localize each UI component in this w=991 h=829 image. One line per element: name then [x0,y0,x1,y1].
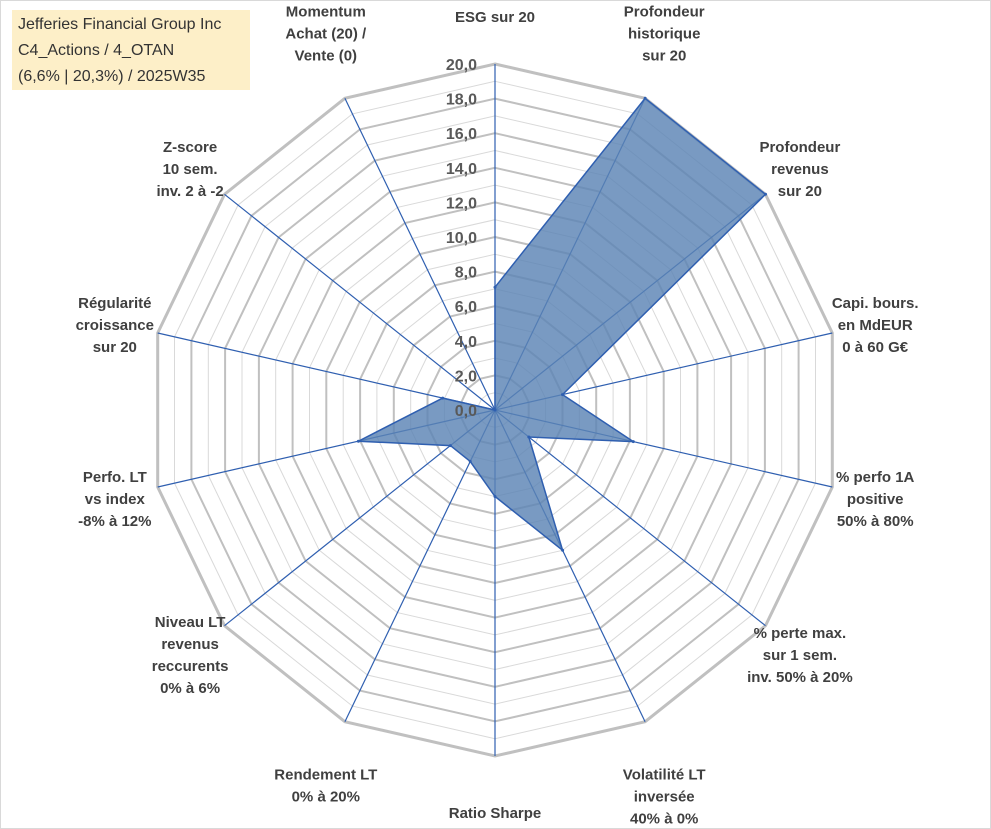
tick-label: 14,0 [446,161,477,178]
tick-label: 16,0 [446,126,477,143]
tick-label: 4,0 [455,334,477,351]
tick-label: 12,0 [446,195,477,212]
data-point [631,440,635,444]
data-point [493,495,497,498]
chart-title-box: Jefferies Financial Group Inc C4_Actions… [12,10,250,90]
axis-label: Rendement LT 0% à 20% [274,766,377,805]
data-point [764,192,767,196]
title-line-stats: (6,6% | 20,3%) / 2025W35 [18,68,206,85]
axis-label: Z-score 10 sem. inv. 2 à -2 [156,139,223,200]
radar-tick-labels: 0,0 2,0 4,0 6,0 8,0 10,0 12,0 14,0 16,0 18,0 20,0 [446,57,477,420]
axis-spoke [494,409,766,627]
data-point [527,435,531,439]
data-point [493,285,497,289]
data-point [441,396,445,400]
tick-label: 6,0 [455,299,477,316]
data-point [448,444,452,448]
data-point [643,96,647,100]
data-point [493,408,497,412]
axis-label: Momentum Achat (20) / Vente (0) [285,4,367,65]
axis-label: NoteESG sur 20 [455,0,535,26]
axis-label: Profondeur revenus sur 20 [759,139,840,200]
tick-label: 18,0 [446,92,477,109]
axis-label: Perfo. LT vs index -8% à 12% [78,469,151,530]
tick-label: 10,0 [446,230,477,247]
data-point [356,439,360,443]
data-point [468,459,472,463]
data-point [561,393,564,397]
axis-spoke [224,193,496,411]
series-area [355,97,767,553]
axis-label: Niveau LT revenus reccurents 0% à 6% [152,614,229,697]
axis-label: Capi. bours. en MdEUR 0 à 60 G€ [832,295,919,356]
radar-series [355,96,767,553]
data-point [561,548,565,552]
title-line-category: C4_Actions / 4_OTAN [18,42,175,59]
axis-label: Profondeur historique sur 20 [624,4,705,65]
axis-label: Volatilité LT inversée 40% à 0% [623,766,706,827]
axis-spoke [157,332,496,411]
tick-label: 8,0 [455,265,477,282]
axis-label: Ratio Sharpe0 à 1 [449,805,542,829]
title-line-company: Jefferies Financial Group Inc [18,16,222,33]
axis-label: Régularité croissance sur 20 [76,295,154,356]
tick-label: 2,0 [455,368,477,385]
tick-label: 0,0 [455,403,477,420]
axis-label: % perfo 1A positive 50% à 80% [836,469,915,530]
tick-label: 20,0 [446,57,477,74]
axis-label: % perte max. sur 1 sem. inv. 50% à 20% [747,625,853,686]
axis-spoke [344,98,496,411]
